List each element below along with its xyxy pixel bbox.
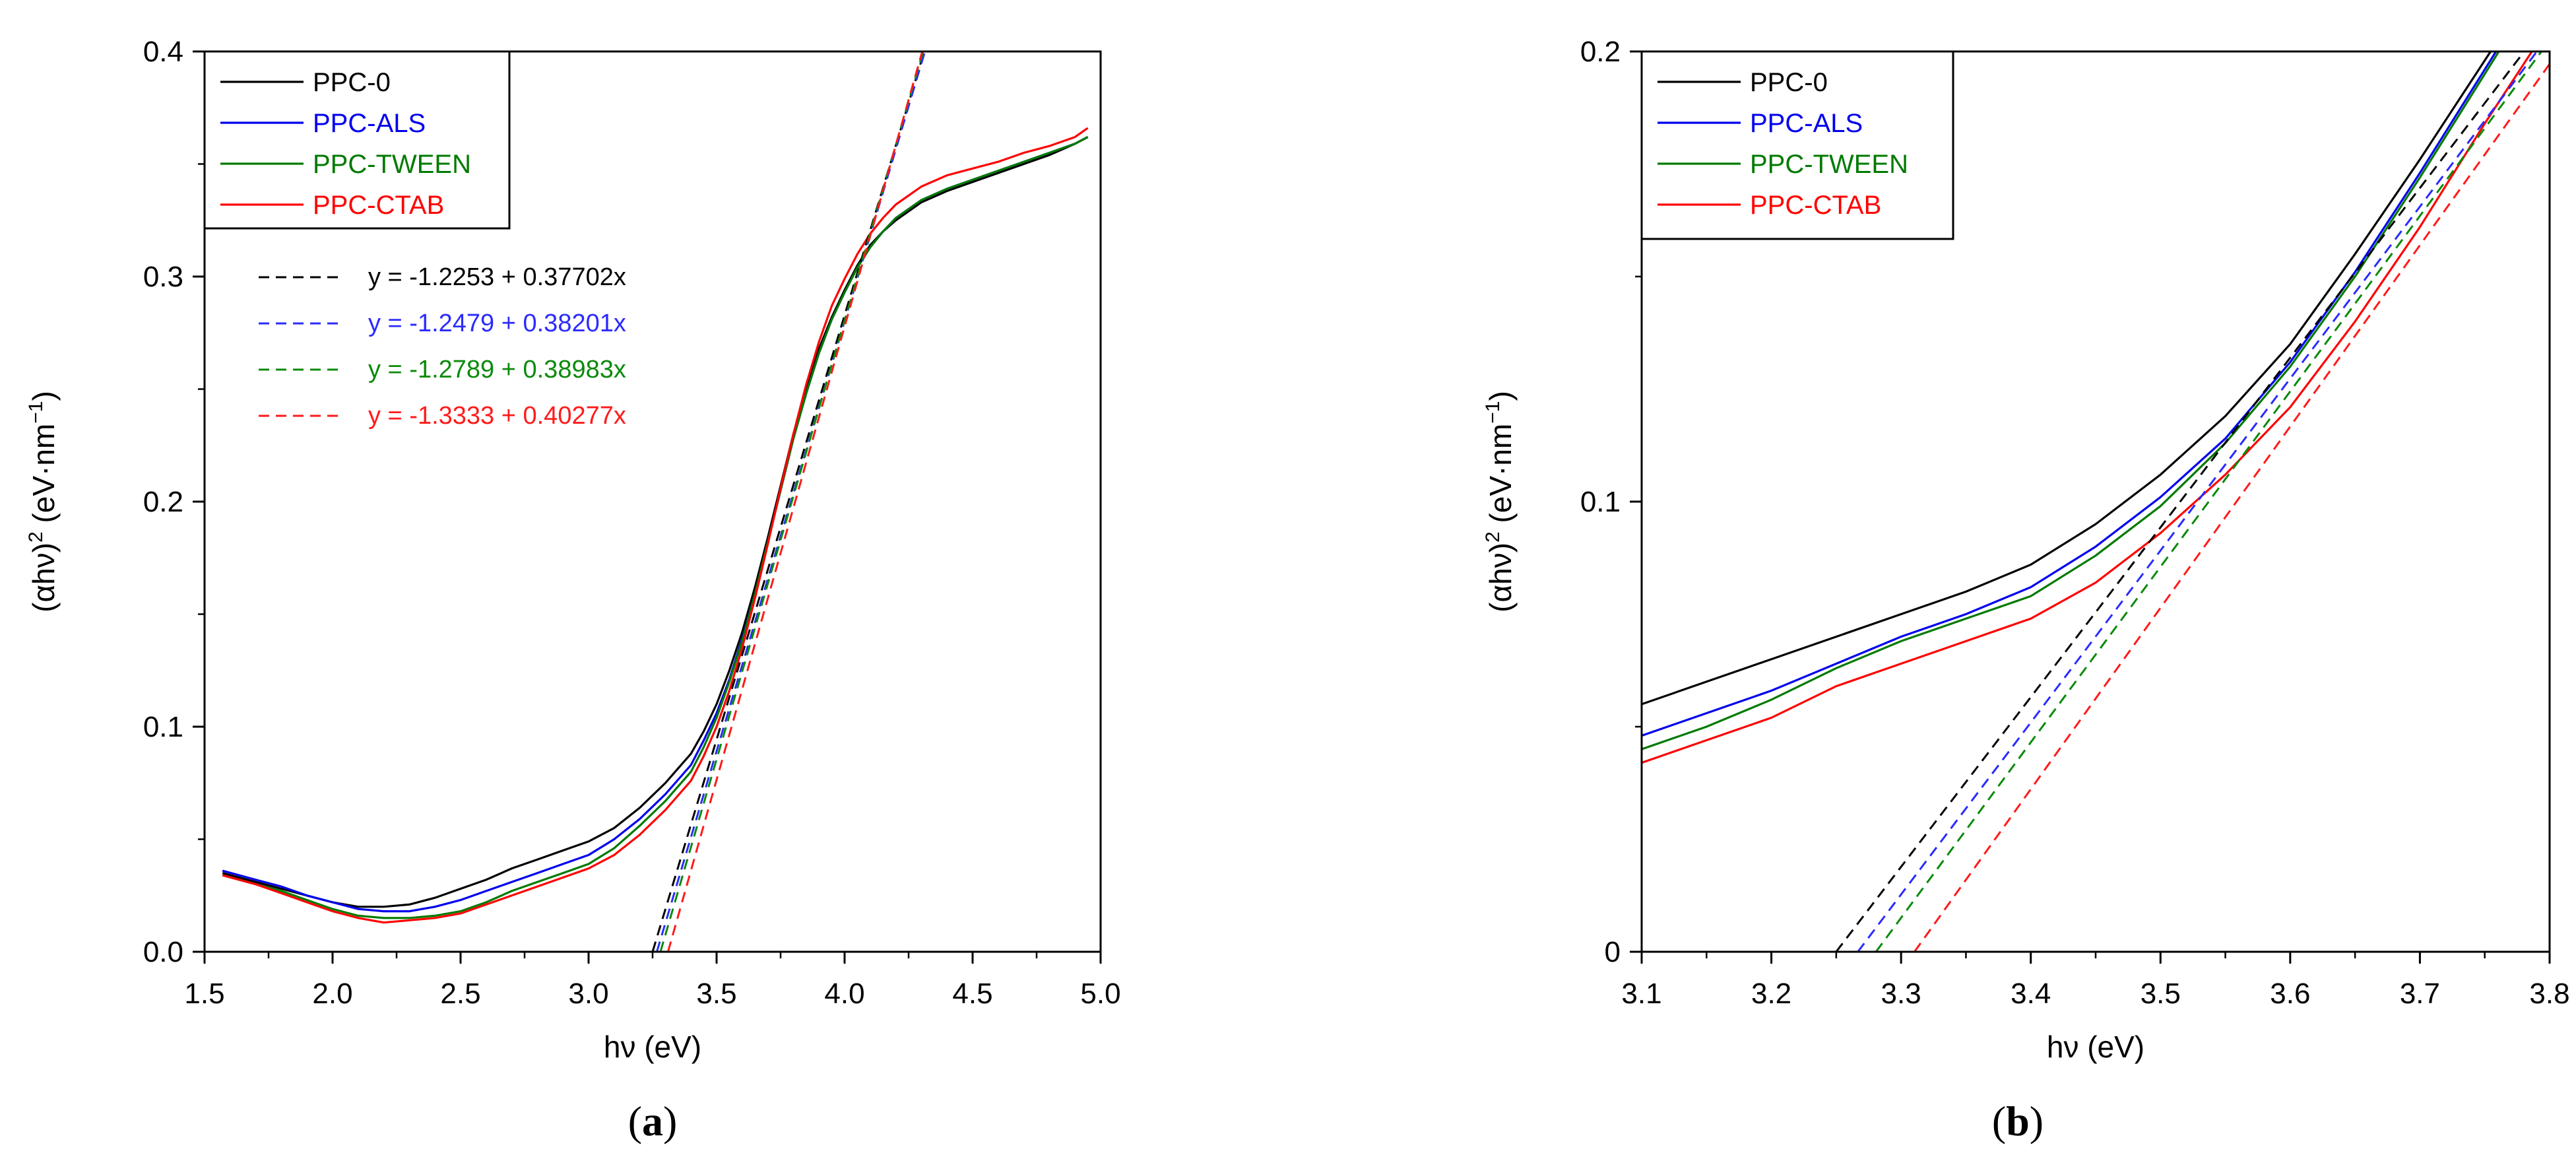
chart-panel-a: 1.5 2.0 2.5 3.0 3.5 4.0 4.5 5.0 0.0 0.1 0.2 0.3 0.4 h… [25, 36, 1121, 1144]
series-line-ppc-ctab [222, 127, 1089, 924]
x-tick-label: 2.5 [440, 978, 480, 1010]
x-axis-label: hν (eV) [604, 1030, 701, 1064]
fit-line-ppc-als [1857, 51, 2538, 952]
series-line-ppc-als [1642, 51, 2497, 737]
y-axis-label: (αhν)2 (eV·nm−1) [1482, 391, 1518, 613]
x-tick-label: 3.4 [2011, 978, 2051, 1010]
legend-label-ppc-tween: PPC-TWEEN [313, 150, 471, 179]
series-line-ppc-0 [1642, 51, 2492, 706]
fit-line-ppc-ctab [666, 51, 924, 952]
x-tick-label: 3.6 [2270, 978, 2310, 1010]
plot-area [1642, 51, 2550, 952]
x-tick-label: 3.5 [696, 978, 736, 1010]
x-tick-label: 3.7 [2400, 978, 2440, 1010]
fit-equation-label: y = -1.3333 + 0.40277x [368, 402, 626, 430]
x-tick-label: 4.5 [952, 978, 992, 1010]
panel-label: (b) [1992, 1098, 2044, 1144]
x-tick-label: 4.0 [824, 978, 864, 1010]
y-tick-label: 0 [1605, 936, 1621, 968]
series-line-ppc-0 [222, 136, 1089, 908]
x-tick-label: 3.3 [1881, 978, 1921, 1010]
plot-area [222, 51, 1089, 952]
y-axis-label: (αhν)2 (eV·nm−1) [25, 391, 61, 613]
legend-label-ppc-als: PPC-ALS [313, 109, 426, 138]
legend-label-ppc-als: PPC-ALS [1750, 109, 1863, 138]
series-line-ppc-ctab [1642, 51, 2534, 764]
legend-label-ppc-0: PPC-0 [313, 68, 391, 97]
legend-label-ppc-tween: PPC-TWEEN [1750, 150, 1908, 179]
x-tick-label: 3.0 [568, 978, 608, 1010]
fit-equation-label: y = -1.2789 + 0.38983x [368, 356, 626, 383]
x-tick-label: 3.8 [2529, 978, 2569, 1010]
y-tick-label: 0.3 [143, 261, 183, 293]
x-tick-label: 2.0 [312, 978, 352, 1010]
x-tick-label: 3.1 [1621, 978, 1661, 1010]
legend-label-ppc-ctab: PPC-CTAB [1750, 191, 1881, 220]
fit-line-ppc-tween [1875, 51, 2542, 952]
fit-equation-label: y = -1.2479 + 0.38201x [368, 310, 626, 337]
y-tick-label: 0.0 [143, 936, 183, 968]
y-tick-label: 0.1 [1580, 486, 1621, 518]
x-tick-label: 5.0 [1080, 978, 1120, 1010]
legend-label-ppc-0: PPC-0 [1750, 68, 1828, 97]
panel-label: (a) [628, 1098, 678, 1144]
x-axis-label: hν (eV) [2047, 1030, 2144, 1064]
fit-equation-label: y = -1.2253 + 0.37702x [368, 263, 626, 291]
series-line-ppc-als [222, 136, 1089, 913]
y-tick-label: 0.2 [143, 486, 183, 518]
x-tick-label: 1.5 [184, 978, 224, 1010]
y-tick-label: 0.4 [143, 36, 183, 68]
fit-line-ppc-ctab [1914, 63, 2550, 952]
x-tick-label: 3.2 [1751, 978, 1791, 1010]
legend-label-ppc-ctab: PPC-CTAB [313, 191, 444, 220]
fit-line-ppc-0 [1835, 51, 2525, 952]
fit-line-ppc-0 [651, 51, 926, 952]
y-tick-label: 0.2 [1580, 36, 1621, 68]
chart-panel-b: 3.1 3.2 3.3 3.4 3.5 3.6 3.7 3.8 0 0.1 0.2 hν (eV) (α… [1482, 36, 2570, 1144]
series-line-ppc-tween [222, 136, 1089, 919]
x-tick-label: 3.5 [2141, 978, 2181, 1010]
y-tick-label: 0.1 [143, 711, 183, 743]
series-line-ppc-tween [1642, 51, 2500, 750]
